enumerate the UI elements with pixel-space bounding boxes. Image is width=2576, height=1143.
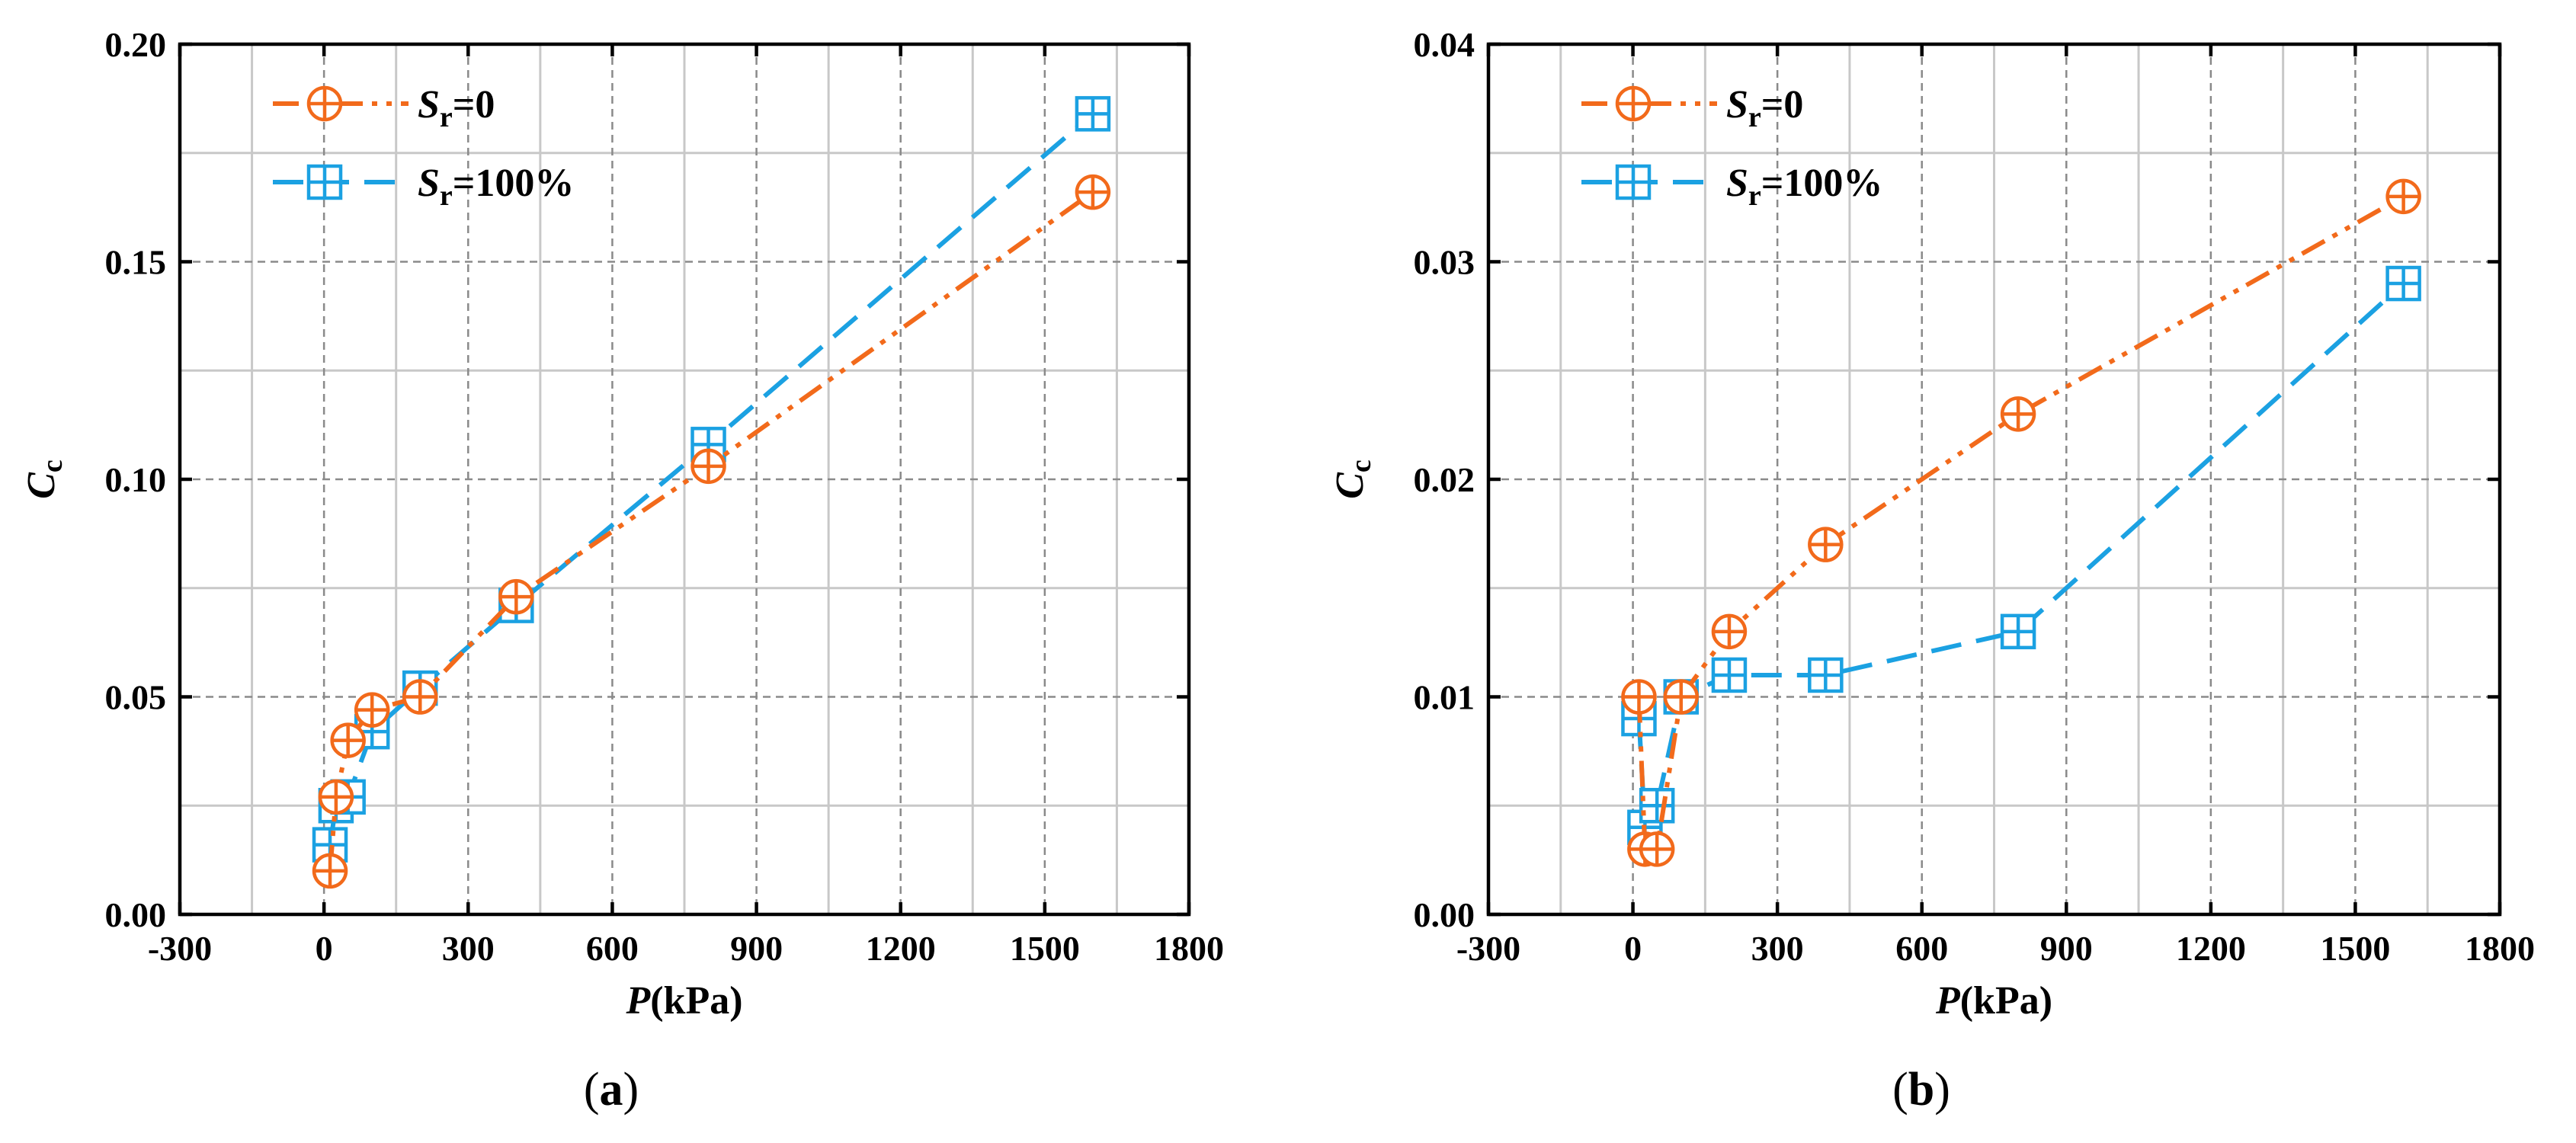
x-tick-label: 1800 xyxy=(2465,929,2535,968)
y-axis-label: Cc xyxy=(20,459,69,499)
x-axis-symbol: P xyxy=(1935,979,1961,1023)
y-axis-symbol: C xyxy=(1328,472,1372,499)
data-point xyxy=(1621,679,1657,715)
legend-symbol: S xyxy=(418,83,440,126)
x-tick-label: 300 xyxy=(442,929,495,968)
chart-panel-b: -300 0 300 600 900 1200 1500 1800 0.00 0.01 0.02 0.… xyxy=(1328,25,2535,1116)
y-tick-label: 0.00 xyxy=(105,895,167,934)
series-sr-0 xyxy=(1621,178,2421,867)
panel-caption-label: b xyxy=(1908,1064,1934,1116)
x-tick-label: 600 xyxy=(1895,929,1948,968)
data-point xyxy=(318,779,354,815)
legend-symbol: S xyxy=(418,162,440,205)
legend-label: Sr=0 xyxy=(1726,83,1803,133)
y-tick-label: 0.20 xyxy=(105,25,167,64)
panel-caption-label: a xyxy=(600,1064,623,1116)
x-axis-label: P(kPa) xyxy=(625,979,742,1023)
x-axis-label: P(kPa) xyxy=(1935,979,2052,1023)
legend-label: Sr=0 xyxy=(418,83,495,133)
x-tick-label: -300 xyxy=(148,929,212,968)
legend-subscript: r xyxy=(440,180,453,212)
data-point xyxy=(1075,174,1111,210)
y-tick-label: 0.10 xyxy=(105,460,167,499)
data-point xyxy=(354,692,390,728)
legend-symbol: S xyxy=(1726,83,1748,126)
panel-caption: (a) xyxy=(584,1064,639,1116)
y-tick-label: 0.00 xyxy=(1414,895,1475,934)
legend-symbol: S xyxy=(1726,162,1748,205)
data-point xyxy=(1639,788,1675,824)
legend-marker xyxy=(306,85,343,122)
legend-marker xyxy=(306,164,343,200)
legend-suffix: =0 xyxy=(1761,83,1804,126)
data-point xyxy=(1075,96,1111,132)
data-point xyxy=(2385,265,2421,302)
data-point xyxy=(1808,657,1844,693)
x-axis-unit: (kPa) xyxy=(650,979,742,1023)
y-tick-label: 0.02 xyxy=(1414,460,1475,499)
legend-entry-sr-100: Sr=100% xyxy=(273,162,574,212)
data-point xyxy=(1639,831,1675,867)
x-axis-symbol: P xyxy=(625,979,651,1023)
x-tick-label: 300 xyxy=(1751,929,1804,968)
y-axis-label: Cc xyxy=(1328,459,1377,499)
x-tick-label: 0 xyxy=(316,929,333,968)
x-tick-label: 0 xyxy=(1624,929,1642,968)
data-point xyxy=(690,448,726,485)
data-point xyxy=(1711,657,1748,693)
legend-suffix: =0 xyxy=(453,83,495,126)
legend-subscript: r xyxy=(440,101,453,133)
data-point xyxy=(330,722,366,758)
y-tick-label: 0.04 xyxy=(1414,25,1475,64)
x-tick-label: -300 xyxy=(1456,929,1520,968)
series-line xyxy=(1636,194,2405,852)
legend-subscript: r xyxy=(1748,101,1761,133)
data-point xyxy=(2000,396,2036,432)
x-axis-unit: (kPa) xyxy=(1960,979,2052,1023)
data-point xyxy=(402,679,438,715)
chart-panel-a: -300 0 300 600 900 1200 1500 1800 0.00 0.05 0.10 0.… xyxy=(20,25,1224,1116)
x-tick-label: 900 xyxy=(2040,929,2093,968)
y-tick-label: 0.01 xyxy=(1414,678,1475,717)
legend-label: Sr=100% xyxy=(418,162,574,212)
x-tick-label: 1500 xyxy=(2320,929,2390,968)
data-point xyxy=(2000,613,2036,650)
y-tick-label: 0.15 xyxy=(105,243,167,282)
data-point xyxy=(312,853,348,889)
x-tick-label: 1200 xyxy=(2176,929,2246,968)
y-tick-label: 0.03 xyxy=(1414,243,1475,282)
series-sr-0 xyxy=(312,174,1111,889)
data-point xyxy=(2385,178,2421,215)
legend-entry-sr-100: Sr=100% xyxy=(1581,162,1882,212)
x-tick-label: 1200 xyxy=(866,929,936,968)
data-point xyxy=(498,578,534,615)
y-axis-subscript: c xyxy=(1345,459,1377,472)
series-line xyxy=(328,112,1094,846)
y-tick-label: 0.05 xyxy=(105,678,167,717)
legend-suffix: =100% xyxy=(453,162,575,205)
legend-marker xyxy=(1615,85,1652,122)
legend-marker xyxy=(1615,164,1652,200)
data-point xyxy=(1663,679,1700,715)
x-tick-label: 1800 xyxy=(1154,929,1224,968)
y-axis-symbol: C xyxy=(20,472,63,499)
legend-suffix: =100% xyxy=(1761,162,1883,205)
x-tick-label: 600 xyxy=(586,929,639,968)
data-point xyxy=(1808,527,1844,562)
x-tick-label: 900 xyxy=(730,929,783,968)
data-point xyxy=(1711,613,1748,650)
legend-label: Sr=100% xyxy=(1726,162,1882,212)
y-axis-subscript: c xyxy=(37,459,69,472)
panel-caption: (b) xyxy=(1892,1064,1950,1116)
legend-entry-sr-0: Sr=0 xyxy=(1581,83,1803,133)
data-point xyxy=(690,427,726,463)
legend-entry-sr-0: Sr=0 xyxy=(273,83,495,133)
legend-subscript: r xyxy=(1748,180,1761,212)
x-tick-label: 1500 xyxy=(1010,929,1080,968)
